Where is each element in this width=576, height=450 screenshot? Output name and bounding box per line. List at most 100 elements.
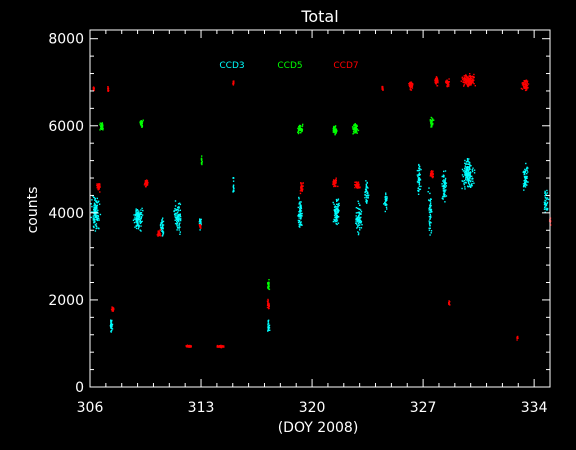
data-point: [135, 227, 138, 230]
data-point: [337, 216, 340, 218]
data-point: [300, 187, 302, 189]
data-point: [385, 204, 387, 206]
data-point: [139, 120, 142, 123]
data-point: [432, 176, 434, 178]
data-point: [467, 175, 469, 177]
data-point: [352, 130, 355, 133]
data-point: [464, 181, 466, 184]
data-point: [300, 206, 302, 209]
data-point: [336, 206, 338, 208]
data-point: [187, 345, 189, 347]
data-point: [386, 196, 388, 198]
data-point: [358, 187, 360, 189]
data-point: [522, 82, 524, 84]
data-point: [469, 176, 471, 178]
data-point: [174, 200, 177, 202]
data-point: [471, 177, 473, 180]
data-point: [430, 210, 432, 212]
data-point: [419, 188, 422, 190]
data-point: [446, 79, 448, 81]
data-point: [337, 185, 339, 188]
data-point: [92, 215, 94, 217]
data-point: [158, 231, 160, 234]
data-point: [410, 89, 413, 91]
data-point: [298, 215, 300, 217]
data-point: [468, 163, 470, 165]
data-point: [179, 203, 182, 206]
data-point: [334, 205, 336, 207]
data-point: [93, 202, 96, 204]
data-point: [162, 232, 165, 235]
data-point: [443, 185, 445, 187]
data-point: [464, 171, 466, 173]
data-point: [174, 208, 176, 210]
data-point: [522, 186, 525, 188]
data-point: [445, 80, 447, 82]
data-point: [141, 120, 144, 123]
data-point: [141, 207, 143, 210]
data-point: [467, 78, 470, 80]
data-point: [138, 215, 140, 217]
data-point: [138, 224, 140, 227]
data-point: [334, 208, 336, 210]
data-point: [160, 223, 162, 225]
data-point: [384, 198, 386, 201]
data-point: [177, 218, 179, 220]
data-point: [544, 205, 547, 207]
data-point: [430, 123, 432, 125]
data-point: [161, 229, 164, 232]
data-point: [385, 206, 388, 208]
data-point: [430, 230, 433, 232]
data-point: [334, 209, 336, 211]
data-point: [336, 199, 338, 201]
data-point: [139, 222, 141, 225]
data-point: [267, 303, 269, 306]
data-point: [161, 224, 164, 226]
data-point: [355, 212, 358, 214]
data-point: [546, 207, 549, 210]
data-point: [336, 215, 338, 217]
data-point: [140, 209, 142, 211]
data-point: [466, 158, 469, 160]
data-point: [543, 208, 546, 210]
data-point: [442, 176, 445, 178]
data-point: [335, 177, 337, 179]
data-point: [521, 88, 524, 90]
data-point: [468, 79, 470, 82]
data-point: [473, 76, 475, 78]
data-point: [158, 234, 160, 236]
data-point: [160, 235, 162, 237]
data-point: [334, 210, 336, 213]
data-point: [136, 209, 138, 212]
data-point: [300, 201, 302, 203]
data-point: [417, 181, 419, 184]
data-point: [161, 218, 163, 221]
data-point: [472, 167, 474, 169]
data-point: [428, 207, 430, 210]
data-point: [137, 222, 139, 224]
data-point: [466, 83, 469, 85]
data-point: [442, 190, 445, 192]
data-point: [189, 345, 191, 348]
data-point: [140, 230, 142, 232]
data-point: [98, 203, 101, 205]
data-point: [411, 83, 414, 85]
data-point: [138, 210, 140, 212]
data-point: [523, 171, 526, 174]
data-point: [524, 89, 527, 92]
data-point: [141, 216, 143, 218]
data-point: [161, 222, 164, 224]
data-point: [520, 87, 523, 90]
data-point: [445, 81, 447, 84]
data-point: [91, 199, 93, 201]
data-point: [418, 164, 420, 167]
data-point: [428, 216, 431, 218]
data-point: [463, 77, 466, 79]
data-point: [176, 209, 178, 211]
data-point: [546, 209, 548, 211]
data-point: [201, 160, 203, 163]
data-point: [355, 220, 357, 222]
data-point: [435, 82, 437, 84]
y-tick-label: 6000: [48, 119, 84, 135]
